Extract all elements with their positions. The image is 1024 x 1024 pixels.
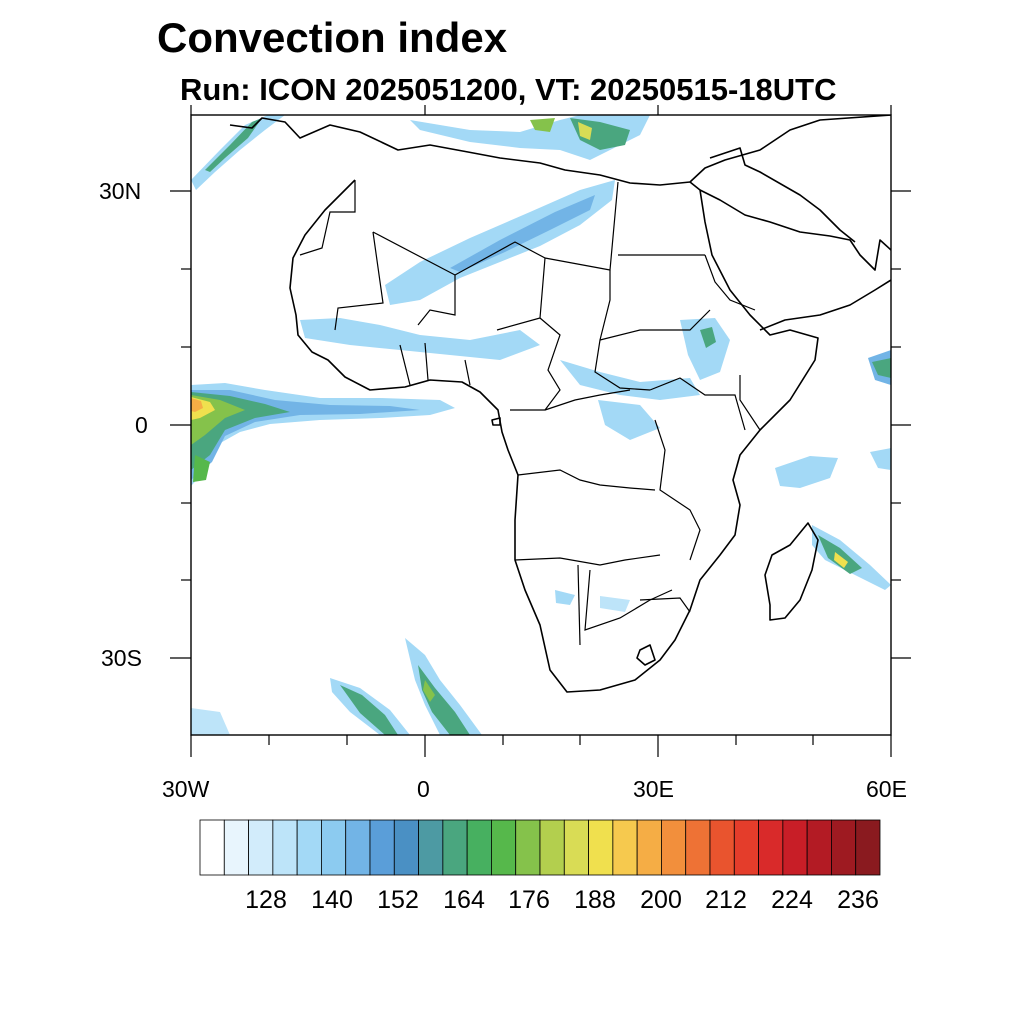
- convection-fields: [191, 115, 891, 735]
- colorbar-swatch: [515, 819, 541, 876]
- colorbar-swatch: [758, 819, 784, 876]
- colorbar-label: 200: [640, 886, 682, 914]
- lat-label-30s: 30S: [101, 645, 142, 671]
- lat-label-0: 0: [135, 412, 148, 438]
- colorbar-swatch: [466, 819, 492, 876]
- colorbar-swatch: [491, 819, 517, 876]
- colorbar-swatch: [223, 819, 249, 876]
- colorbar-swatch: [685, 819, 711, 876]
- colorbar-swatch: [539, 819, 565, 876]
- colorbar-swatch: [345, 819, 371, 876]
- colorbar-label: 152: [377, 886, 419, 914]
- colorbar-swatch: [588, 819, 614, 876]
- colorbar-label: 236: [837, 886, 879, 914]
- coastlines: [229, 115, 891, 693]
- colorbar-swatch: [248, 819, 274, 876]
- lon-label-0: 0: [417, 776, 430, 802]
- colorbar-swatch: [612, 819, 638, 876]
- colorbar-swatch: [855, 819, 881, 876]
- colorbar-swatch: [369, 819, 395, 876]
- colorbar-label: 140: [311, 886, 353, 914]
- colorbar-swatch: [393, 819, 419, 876]
- colorbar-label: 224: [771, 886, 813, 914]
- field-north-atlantic: [191, 115, 285, 190]
- map-title: Convection index: [157, 14, 508, 61]
- lon-label-30e: 30E: [633, 776, 674, 802]
- colorbar-swatch: [418, 819, 444, 876]
- colorbar-swatch: [563, 819, 589, 876]
- colorbar-swatch: [321, 819, 347, 876]
- field-sahara: [385, 180, 615, 305]
- colorbar-swatch: [709, 819, 735, 876]
- field-mediterranean: [410, 115, 650, 160]
- colorbar-swatch: [831, 819, 857, 876]
- colorbar-label: 176: [508, 886, 550, 914]
- field-equatorial-atlantic: [191, 383, 455, 486]
- colorbar-label: 212: [705, 886, 747, 914]
- country-borders: [299, 180, 761, 646]
- colorbar-label: 128: [245, 886, 287, 914]
- colorbar-swatch: [442, 819, 468, 876]
- colorbar: [199, 819, 881, 876]
- colorbar-swatch: [806, 819, 832, 876]
- colorbar-swatch: [199, 819, 225, 876]
- axis-ticks: [170, 105, 911, 757]
- lon-label-60e: 60E: [866, 776, 907, 802]
- field-south-atlantic: [191, 590, 630, 735]
- colorbar-swatch: [733, 819, 759, 876]
- colorbar-label: 164: [443, 886, 485, 914]
- lat-label-30n: 30N: [99, 178, 142, 204]
- colorbar-swatch: [272, 819, 298, 876]
- map-subtitle: Run: ICON 2025051200, VT: 20250515-18UTC: [180, 72, 837, 107]
- colorbar-swatch: [782, 819, 808, 876]
- field-sahel: [300, 318, 730, 440]
- colorbar-swatch: [636, 819, 662, 876]
- colorbar-swatch: [661, 819, 687, 876]
- field-indian-ocean: [775, 350, 891, 590]
- colorbar-label: 188: [574, 886, 616, 914]
- lon-label-30w: 30W: [162, 776, 210, 802]
- colorbar-swatch: [296, 819, 322, 876]
